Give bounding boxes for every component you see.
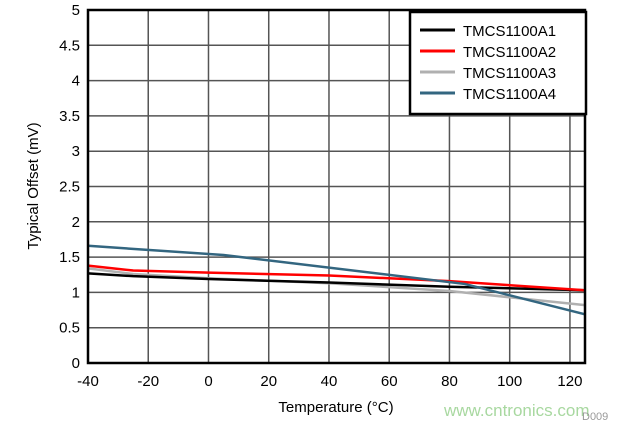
y-tick-label: 3 bbox=[72, 143, 80, 160]
series-line-tmcs1100a1 bbox=[87, 272, 586, 292]
legend-label: TMCS1100A1 bbox=[463, 23, 556, 40]
grid bbox=[87, 9, 585, 364]
x-axis-label: Temperature (°C) bbox=[278, 399, 393, 416]
tick-labels: -40 -20 0 20 40 60 80 100 120 0 0.5 1 1.5 2 2.5 3 3.5 4 4.… bbox=[59, 2, 582, 390]
x-tick-label: 80 bbox=[441, 373, 458, 390]
legend: TMCS1100A1 TMCS1100A2 TMCS1100A3 TMCS1100A4 bbox=[408, 10, 588, 116]
y-tick-label: 4 bbox=[72, 73, 80, 90]
legend-label: TMCS1100A4 bbox=[463, 86, 556, 103]
watermark: www.cntronics.com bbox=[443, 401, 589, 420]
y-tick-label: 2.5 bbox=[59, 179, 80, 196]
x-tick-label: 60 bbox=[381, 373, 398, 390]
y-tick-label: 2 bbox=[72, 214, 80, 231]
series-line-tmcs1100a2 bbox=[87, 264, 586, 292]
y-tick-label: 1 bbox=[72, 284, 80, 301]
x-tick-label: 0 bbox=[204, 373, 212, 390]
x-tick-label: 20 bbox=[260, 373, 277, 390]
x-tick-label: -20 bbox=[137, 373, 159, 390]
x-tick-label: 40 bbox=[321, 373, 338, 390]
y-tick-label: 4.5 bbox=[59, 37, 80, 54]
y-tick-label: 5 bbox=[72, 2, 80, 19]
y-axis-label: Typical Offset (mV) bbox=[25, 122, 42, 249]
plot-frame bbox=[86, 8, 587, 365]
y-tick-label: 1.5 bbox=[59, 249, 80, 266]
series-line-tmcs1100a4 bbox=[87, 244, 586, 316]
x-tick-label: 100 bbox=[497, 373, 522, 390]
y-tick-label: 3.5 bbox=[59, 108, 80, 125]
x-tick-label: 120 bbox=[557, 373, 582, 390]
series-line-tmcs1100a3 bbox=[87, 267, 586, 307]
legend-label: TMCS1100A3 bbox=[463, 65, 556, 82]
y-tick-label: 0.5 bbox=[59, 320, 80, 337]
legend-label: TMCS1100A2 bbox=[463, 44, 556, 61]
y-tick-label: 0 bbox=[72, 355, 80, 372]
figure-id: D009 bbox=[582, 411, 608, 423]
x-tick-label: -40 bbox=[77, 373, 99, 390]
series-lines bbox=[87, 244, 586, 316]
